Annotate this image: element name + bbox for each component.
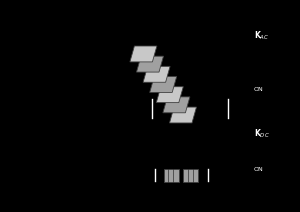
Polygon shape	[136, 56, 164, 72]
Polygon shape	[130, 46, 157, 62]
Text: K$_{DC}$: K$_{DC}$	[254, 127, 269, 140]
Text: K$_{AC}$: K$_{AC}$	[254, 30, 269, 42]
Bar	[183, 169, 198, 182]
Polygon shape	[143, 66, 170, 82]
Polygon shape	[169, 107, 196, 123]
Polygon shape	[150, 77, 177, 92]
Bar	[164, 169, 178, 182]
Polygon shape	[163, 97, 190, 113]
Text: ON: ON	[254, 86, 263, 92]
Text: ON: ON	[254, 167, 263, 172]
Polygon shape	[156, 87, 183, 103]
